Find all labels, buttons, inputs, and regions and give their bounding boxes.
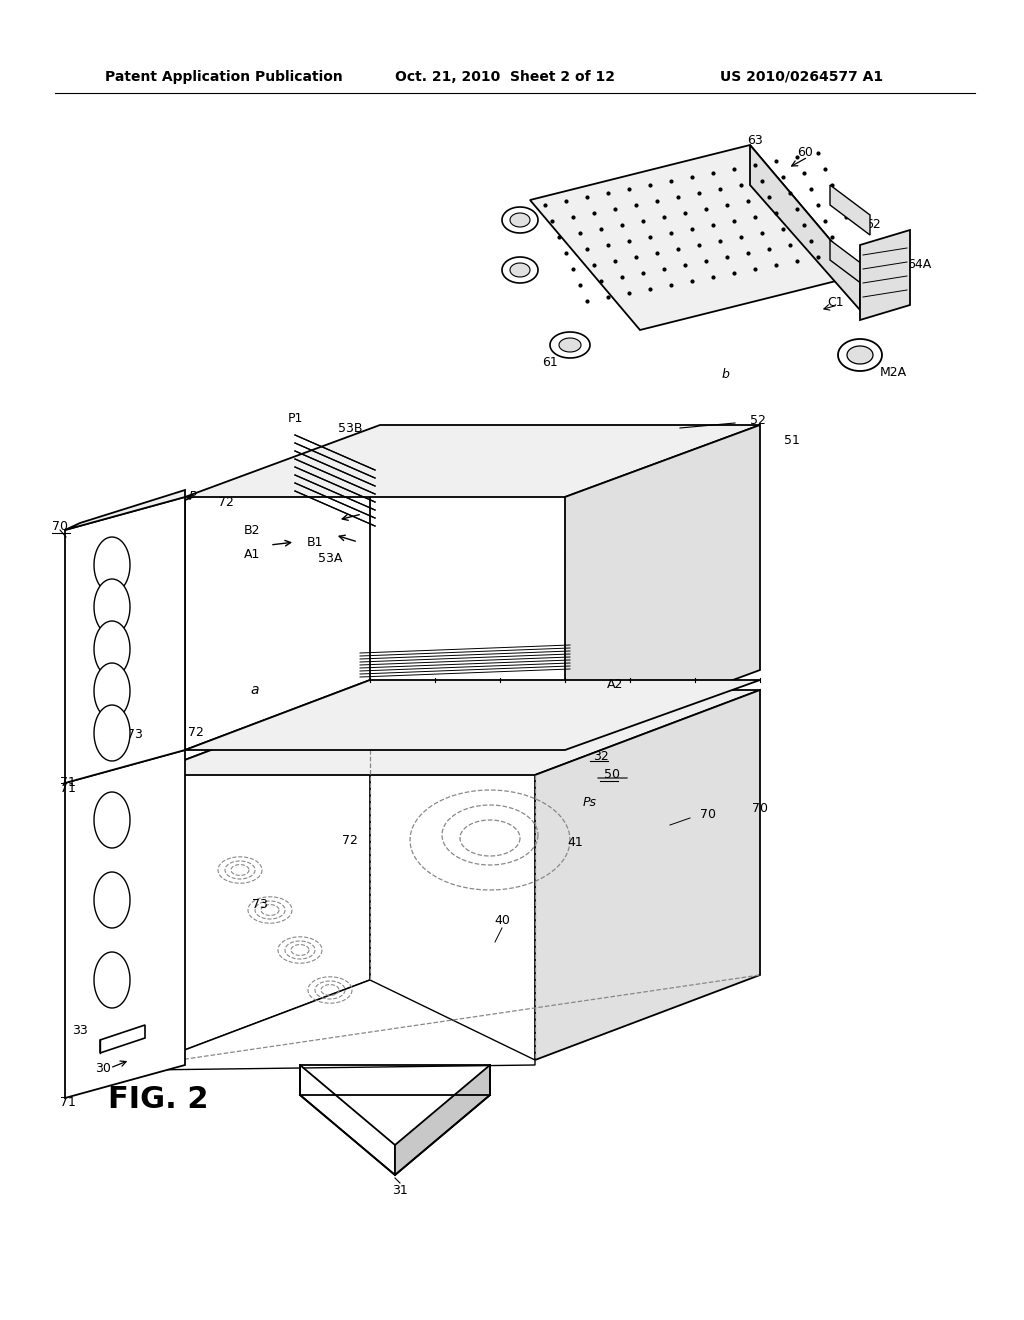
Text: 72: 72 xyxy=(218,495,233,508)
Polygon shape xyxy=(860,230,910,319)
Text: B1: B1 xyxy=(307,536,324,549)
Text: 71: 71 xyxy=(60,1097,76,1110)
Polygon shape xyxy=(94,537,130,593)
Polygon shape xyxy=(535,690,760,1060)
Polygon shape xyxy=(830,185,870,235)
Text: 51: 51 xyxy=(784,433,800,446)
Text: 72: 72 xyxy=(188,726,204,739)
Text: M2B: M2B xyxy=(646,172,674,185)
Text: Oct. 21, 2010  Sheet 2 of 12: Oct. 21, 2010 Sheet 2 of 12 xyxy=(395,70,615,84)
Polygon shape xyxy=(502,207,538,234)
Polygon shape xyxy=(94,620,130,677)
Text: 40: 40 xyxy=(494,913,510,927)
Polygon shape xyxy=(94,952,130,1008)
Text: 70: 70 xyxy=(752,801,768,814)
Text: 32: 32 xyxy=(593,751,609,763)
Polygon shape xyxy=(502,257,538,282)
Polygon shape xyxy=(94,705,130,762)
Polygon shape xyxy=(830,240,870,290)
Polygon shape xyxy=(185,680,760,750)
Text: a: a xyxy=(251,682,259,697)
Text: P: P xyxy=(188,491,196,503)
Text: 30: 30 xyxy=(95,1061,111,1074)
Text: 60: 60 xyxy=(797,145,813,158)
Text: C1: C1 xyxy=(827,297,845,309)
Polygon shape xyxy=(94,792,130,847)
Text: 70: 70 xyxy=(52,520,68,533)
Text: 73: 73 xyxy=(252,899,268,912)
Polygon shape xyxy=(565,425,760,742)
Text: Patent Application Publication: Patent Application Publication xyxy=(105,70,343,84)
Text: 53B: 53B xyxy=(338,421,362,434)
Polygon shape xyxy=(750,145,860,310)
Text: M2A: M2A xyxy=(880,367,906,380)
Polygon shape xyxy=(510,213,530,227)
Text: 50: 50 xyxy=(604,768,620,781)
Text: 73: 73 xyxy=(127,729,143,742)
Text: A2: A2 xyxy=(607,678,624,692)
Text: 52: 52 xyxy=(750,413,766,426)
Polygon shape xyxy=(100,1026,145,1053)
Polygon shape xyxy=(550,333,590,358)
Polygon shape xyxy=(510,263,530,277)
Polygon shape xyxy=(530,145,860,330)
Polygon shape xyxy=(395,1065,490,1175)
Polygon shape xyxy=(847,346,873,364)
Polygon shape xyxy=(145,979,535,1071)
Polygon shape xyxy=(185,425,760,498)
Polygon shape xyxy=(145,690,370,1065)
Text: 62: 62 xyxy=(865,219,881,231)
Polygon shape xyxy=(300,1065,395,1175)
Polygon shape xyxy=(94,663,130,719)
Polygon shape xyxy=(838,339,882,371)
Text: 31: 31 xyxy=(392,1184,408,1196)
Text: US 2010/0264577 A1: US 2010/0264577 A1 xyxy=(720,70,883,84)
Text: B2: B2 xyxy=(244,524,260,536)
Text: 71: 71 xyxy=(60,776,76,789)
Text: 33: 33 xyxy=(72,1023,88,1036)
Polygon shape xyxy=(65,490,185,531)
Text: FIG. 2: FIG. 2 xyxy=(108,1085,209,1114)
Text: 61: 61 xyxy=(542,356,558,370)
Polygon shape xyxy=(145,690,760,775)
Text: b: b xyxy=(721,368,729,381)
Text: 64A: 64A xyxy=(907,259,931,272)
Polygon shape xyxy=(65,750,185,1098)
Text: A1: A1 xyxy=(244,549,260,561)
Text: P1: P1 xyxy=(288,412,303,425)
Polygon shape xyxy=(94,579,130,635)
Text: Ps: Ps xyxy=(583,796,597,808)
Polygon shape xyxy=(94,873,130,928)
Text: 63: 63 xyxy=(748,133,763,147)
Polygon shape xyxy=(559,338,581,352)
Text: 71: 71 xyxy=(60,781,76,795)
Text: 53A: 53A xyxy=(317,552,342,565)
Polygon shape xyxy=(185,430,370,750)
Polygon shape xyxy=(65,498,185,783)
Text: 70: 70 xyxy=(700,808,716,821)
Text: 72: 72 xyxy=(342,833,358,846)
Text: b: b xyxy=(612,267,620,280)
Text: 41: 41 xyxy=(567,837,583,850)
